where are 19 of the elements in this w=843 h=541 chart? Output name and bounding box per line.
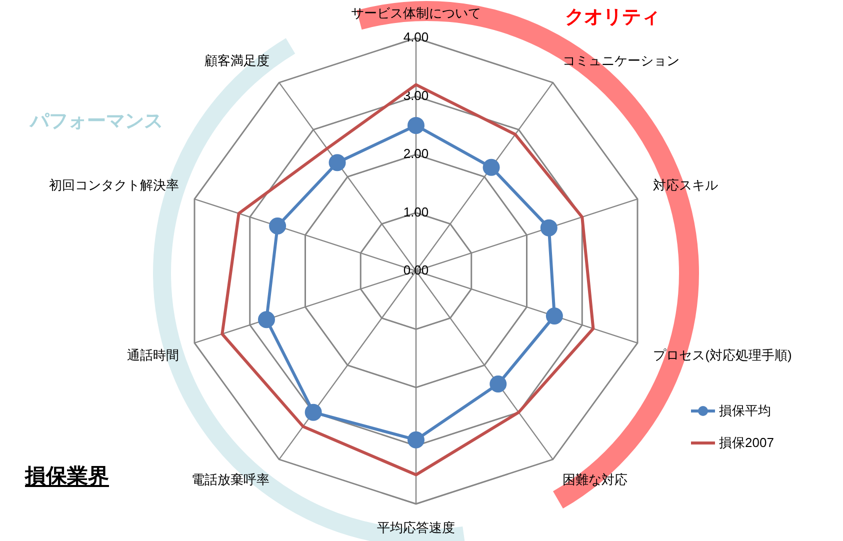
y-tick-label: 0.00: [403, 262, 429, 278]
spoke-label: プロセス(対応処理手順): [653, 347, 792, 362]
legend-label: 損保平均: [719, 402, 771, 420]
spoke-label: 平均応答速度: [377, 520, 455, 535]
y-tick-label: 1.00: [403, 204, 429, 220]
spoke-label: 顧客満足度: [204, 53, 270, 68]
y-tick-label: 2.00: [403, 146, 429, 162]
spoke-label: 電話放棄呼率: [191, 472, 270, 488]
y-tick-label: 4.00: [403, 30, 429, 45]
spoke-label: サービス体制について: [351, 5, 481, 20]
text: クオリティ: [565, 6, 660, 30]
legend-label: 損保2007: [719, 434, 774, 452]
spoke-label: 初回コンタクト解決率: [48, 178, 179, 193]
text: 損保業界: [25, 464, 109, 490]
spoke-label: 通話時間: [126, 347, 179, 362]
spoke-label: コミュニケーション: [562, 53, 680, 68]
text: パフォーマンス: [30, 110, 163, 134]
spoke-label: 困難な対応: [562, 472, 628, 488]
spoke-label: 対応スキル: [653, 178, 718, 193]
